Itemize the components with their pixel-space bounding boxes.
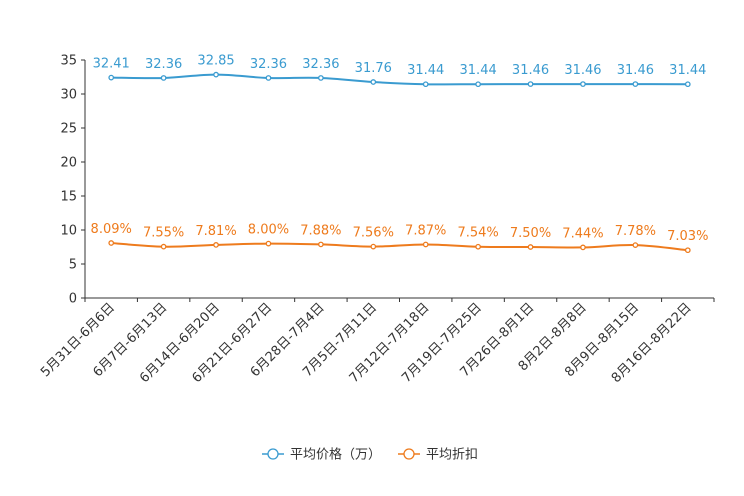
data-point[interactable] xyxy=(160,243,167,250)
data-label: 7.44% xyxy=(562,226,603,241)
data-point[interactable] xyxy=(370,243,377,250)
data-label: 31.46 xyxy=(617,63,654,78)
data-point[interactable] xyxy=(527,81,534,87)
legend-label: 平均价格（万） xyxy=(290,447,381,463)
data-point[interactable] xyxy=(580,81,586,87)
y-tick-label: 30 xyxy=(60,88,77,103)
data-point[interactable] xyxy=(265,75,272,81)
data-point[interactable] xyxy=(632,81,639,87)
data-point[interactable] xyxy=(318,75,324,81)
data-label: 31.76 xyxy=(355,61,392,76)
data-label: 31.44 xyxy=(460,63,497,78)
axes: 051015202530355月31日-6月6日6月7日-6月13日6月14日-… xyxy=(38,54,715,386)
data-point[interactable] xyxy=(422,81,429,88)
series-0: 32.41 32.36 32.85 32.36 32.36 31.76 31.44 31.44… xyxy=(93,54,706,88)
data-point[interactable] xyxy=(213,242,219,248)
data-label: 31.46 xyxy=(512,63,549,78)
series-layer: 32.41 32.36 32.85 32.36 32.36 31.76 31.44 31.44… xyxy=(91,54,708,254)
data-point[interactable] xyxy=(108,240,115,246)
y-tick-label: 5 xyxy=(69,258,77,273)
data-label: 31.46 xyxy=(564,63,601,78)
legend-item-1[interactable]: 平均折扣 xyxy=(398,448,478,463)
legend-item-0[interactable]: 平均价格（万） xyxy=(262,447,381,463)
y-tick-label: 25 xyxy=(60,122,77,137)
data-label: 32.36 xyxy=(145,57,182,72)
data-point[interactable] xyxy=(370,79,377,85)
data-point[interactable] xyxy=(580,244,586,251)
data-point[interactable] xyxy=(213,71,219,78)
data-point[interactable] xyxy=(318,241,324,248)
data-point[interactable] xyxy=(108,74,115,81)
legend-marker xyxy=(403,448,415,460)
y-tick-label: 20 xyxy=(60,156,77,171)
data-label: 31.44 xyxy=(407,63,444,78)
data-label: 7.50% xyxy=(510,226,551,241)
y-tick-label: 10 xyxy=(60,224,77,239)
data-point[interactable] xyxy=(684,247,691,254)
legend[interactable]: 平均价格（万） 平均折扣 xyxy=(262,447,478,463)
y-tick-label: 35 xyxy=(60,54,77,69)
data-label: 31.44 xyxy=(669,63,706,78)
data-point[interactable] xyxy=(160,75,167,81)
data-label: 7.56% xyxy=(353,226,394,241)
series-1: 8.09% 7.55% 7.81% 8.00% 7.88% 7.56% 7.87% 7.54%… xyxy=(91,222,708,254)
data-label: 7.55% xyxy=(143,226,184,241)
data-label: 7.54% xyxy=(457,226,498,241)
legend-label: 平均折扣 xyxy=(426,448,478,463)
data-label: 32.41 xyxy=(93,57,130,72)
data-label: 8.00% xyxy=(248,223,289,238)
data-label: 7.88% xyxy=(300,223,341,238)
data-label: 7.87% xyxy=(405,223,446,238)
data-point[interactable] xyxy=(265,240,272,247)
data-label: 32.85 xyxy=(197,54,234,69)
data-point[interactable] xyxy=(527,244,534,250)
series-line xyxy=(111,241,688,252)
data-point[interactable] xyxy=(684,81,691,88)
data-label: 7.03% xyxy=(667,229,708,244)
data-label: 32.36 xyxy=(250,57,287,72)
y-tick-label: 0 xyxy=(69,292,77,307)
data-label: 8.09% xyxy=(91,222,132,237)
y-tick-label: 15 xyxy=(60,190,77,205)
data-label: 32.36 xyxy=(302,57,339,72)
series-line xyxy=(111,73,688,86)
data-label: 7.78% xyxy=(615,224,656,239)
data-point[interactable] xyxy=(475,81,481,88)
data-point[interactable] xyxy=(632,242,639,248)
legend-marker xyxy=(267,448,279,460)
data-point[interactable] xyxy=(422,241,429,248)
data-point[interactable] xyxy=(475,243,481,250)
data-label: 7.81% xyxy=(195,224,236,239)
